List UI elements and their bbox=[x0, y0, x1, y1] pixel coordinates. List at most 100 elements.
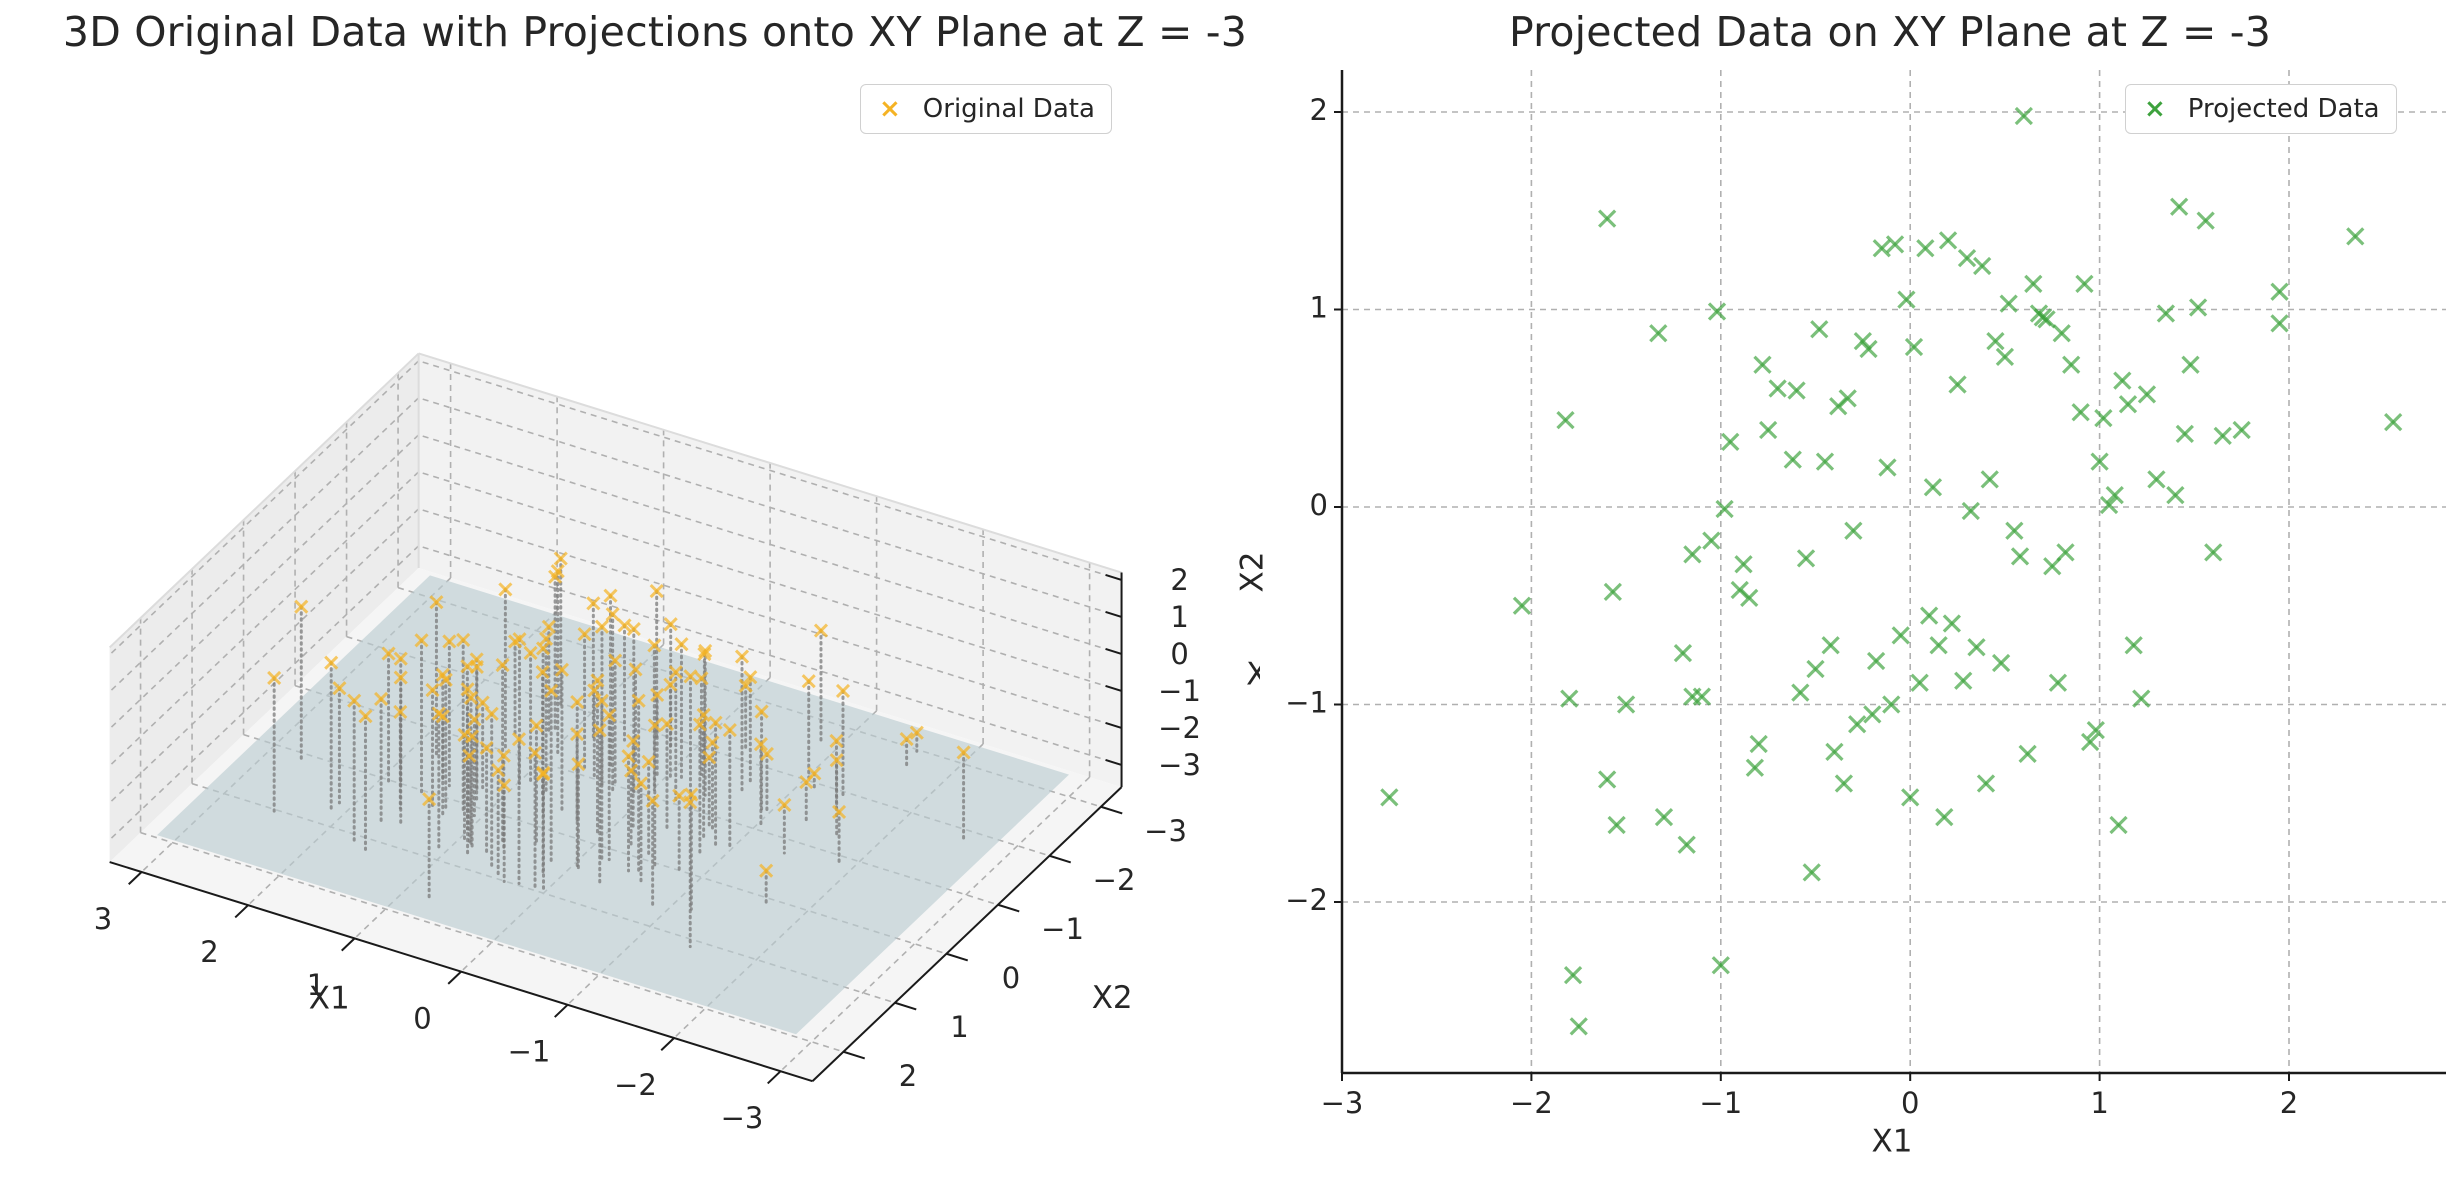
projected-data-point bbox=[2048, 673, 2068, 692]
projected-data-point bbox=[1791, 683, 1810, 702]
projected-data-point bbox=[1796, 549, 1816, 568]
original-data-point bbox=[590, 673, 605, 688]
pane-back-right bbox=[109, 353, 419, 863]
projected-data-point bbox=[1891, 626, 1910, 645]
original-data-point bbox=[429, 595, 444, 610]
projected-data-point bbox=[2170, 197, 2189, 216]
original-data-point bbox=[425, 682, 440, 698]
projected-data-point bbox=[2147, 470, 2166, 489]
projected-data-point bbox=[1999, 294, 2018, 313]
original-data-point bbox=[722, 722, 737, 738]
original-data-point bbox=[456, 632, 471, 648]
original-data-point bbox=[777, 797, 792, 813]
x1-tick-label: −3 bbox=[721, 1101, 764, 1135]
x2-tick-label: 0 bbox=[1002, 961, 1020, 995]
projected-data-point bbox=[1948, 375, 1967, 394]
projected-data-point bbox=[2132, 689, 2151, 708]
projected-data-point bbox=[2213, 426, 2232, 446]
x1-axis-label: X1 bbox=[309, 980, 350, 1016]
projected-data-point bbox=[1745, 758, 1765, 777]
x-tick-label: −3 bbox=[1321, 1086, 1364, 1120]
projected-data-point bbox=[1872, 239, 1891, 258]
original-data-point bbox=[759, 746, 774, 762]
original-data-point bbox=[829, 753, 844, 768]
original-data-point bbox=[577, 627, 592, 642]
projected-data-point bbox=[1802, 863, 1821, 882]
projected-data-point bbox=[1598, 770, 1617, 789]
projected-data-point bbox=[1916, 239, 1935, 258]
original-data-point bbox=[743, 670, 758, 685]
original-data-point bbox=[835, 683, 851, 699]
x1-tick-label: −2 bbox=[614, 1068, 657, 1102]
projected-data-point bbox=[1954, 671, 1973, 690]
legend-original-data: × Original Data bbox=[860, 84, 1112, 134]
projected-data-point bbox=[2056, 543, 2075, 562]
original-data-point bbox=[571, 757, 586, 772]
original-data-point bbox=[469, 652, 484, 667]
x2-tick-label: −1 bbox=[1041, 912, 1084, 946]
projected-data-point bbox=[1563, 965, 1583, 985]
projected-data-point bbox=[2099, 495, 2119, 515]
projected-data-point bbox=[2024, 274, 2043, 293]
projected-data-point bbox=[1923, 478, 1943, 497]
projected-data-point bbox=[1938, 231, 1958, 250]
original-data-point bbox=[462, 748, 477, 763]
projected-data-point bbox=[2090, 452, 2109, 471]
projected-data-point bbox=[1740, 588, 1759, 607]
projected-data-point bbox=[2156, 304, 2176, 323]
original-data-point bbox=[672, 788, 687, 803]
original-data-point bbox=[463, 690, 479, 705]
original-data-point bbox=[358, 709, 373, 724]
original-data-point bbox=[734, 649, 750, 664]
projected-data-point bbox=[2270, 282, 2289, 301]
projected-data-point bbox=[2052, 324, 2071, 343]
original-data-point bbox=[393, 670, 408, 685]
original-data-point bbox=[663, 617, 678, 632]
projected-data-point bbox=[2037, 310, 2056, 329]
projected-data-point bbox=[1810, 320, 1829, 339]
original-data-point bbox=[705, 735, 720, 750]
original-data-point bbox=[813, 623, 829, 638]
projected-data-point bbox=[1692, 687, 1711, 706]
original-data-point bbox=[594, 693, 609, 708]
projected-data-point bbox=[1673, 644, 1693, 663]
projected-data-point bbox=[1973, 256, 1992, 276]
projected-data-point bbox=[2118, 395, 2138, 414]
x3-tick bbox=[1105, 722, 1122, 729]
original-data-point bbox=[535, 641, 551, 656]
original-data-point bbox=[626, 733, 641, 749]
original-data-point bbox=[586, 596, 601, 611]
legend-marker-x-icon: × bbox=[879, 94, 901, 124]
original-data-point bbox=[587, 683, 602, 698]
original-data-point bbox=[956, 745, 971, 760]
projected-data-point bbox=[1844, 521, 1863, 540]
x3-tick-label: −2 bbox=[1158, 711, 1201, 745]
x2-tick bbox=[843, 1050, 866, 1060]
projected-data-point bbox=[1882, 695, 1901, 714]
x1-tick bbox=[660, 1037, 675, 1051]
projected-data-point bbox=[2105, 486, 2124, 505]
projected-data-point bbox=[1991, 653, 2011, 673]
projected-data-point bbox=[1897, 290, 1916, 309]
original-data-point bbox=[570, 727, 585, 742]
projected-data-point bbox=[2204, 543, 2223, 562]
projected-data-point bbox=[1677, 835, 1696, 854]
original-data-point bbox=[621, 749, 636, 764]
x2-tick bbox=[1100, 805, 1123, 815]
y-tick-label: −2 bbox=[1285, 883, 1328, 917]
original-data-point bbox=[498, 582, 513, 597]
original-data-point bbox=[754, 704, 769, 719]
original-data-point bbox=[645, 793, 660, 808]
projected-data-point bbox=[2109, 815, 2128, 835]
original-data-point bbox=[511, 732, 527, 747]
x-tick-label: −2 bbox=[1510, 1086, 1553, 1120]
projected-data-point bbox=[2137, 385, 2157, 404]
projected-data-point bbox=[1702, 531, 1721, 550]
projected-data-point bbox=[1569, 1017, 1588, 1036]
projected-data-point bbox=[1753, 355, 1772, 374]
original-data-point bbox=[332, 681, 347, 696]
x3-tick-label: −3 bbox=[1158, 748, 1201, 782]
x1-tick-label: 1 bbox=[307, 968, 325, 1002]
original-data-point bbox=[594, 619, 610, 634]
